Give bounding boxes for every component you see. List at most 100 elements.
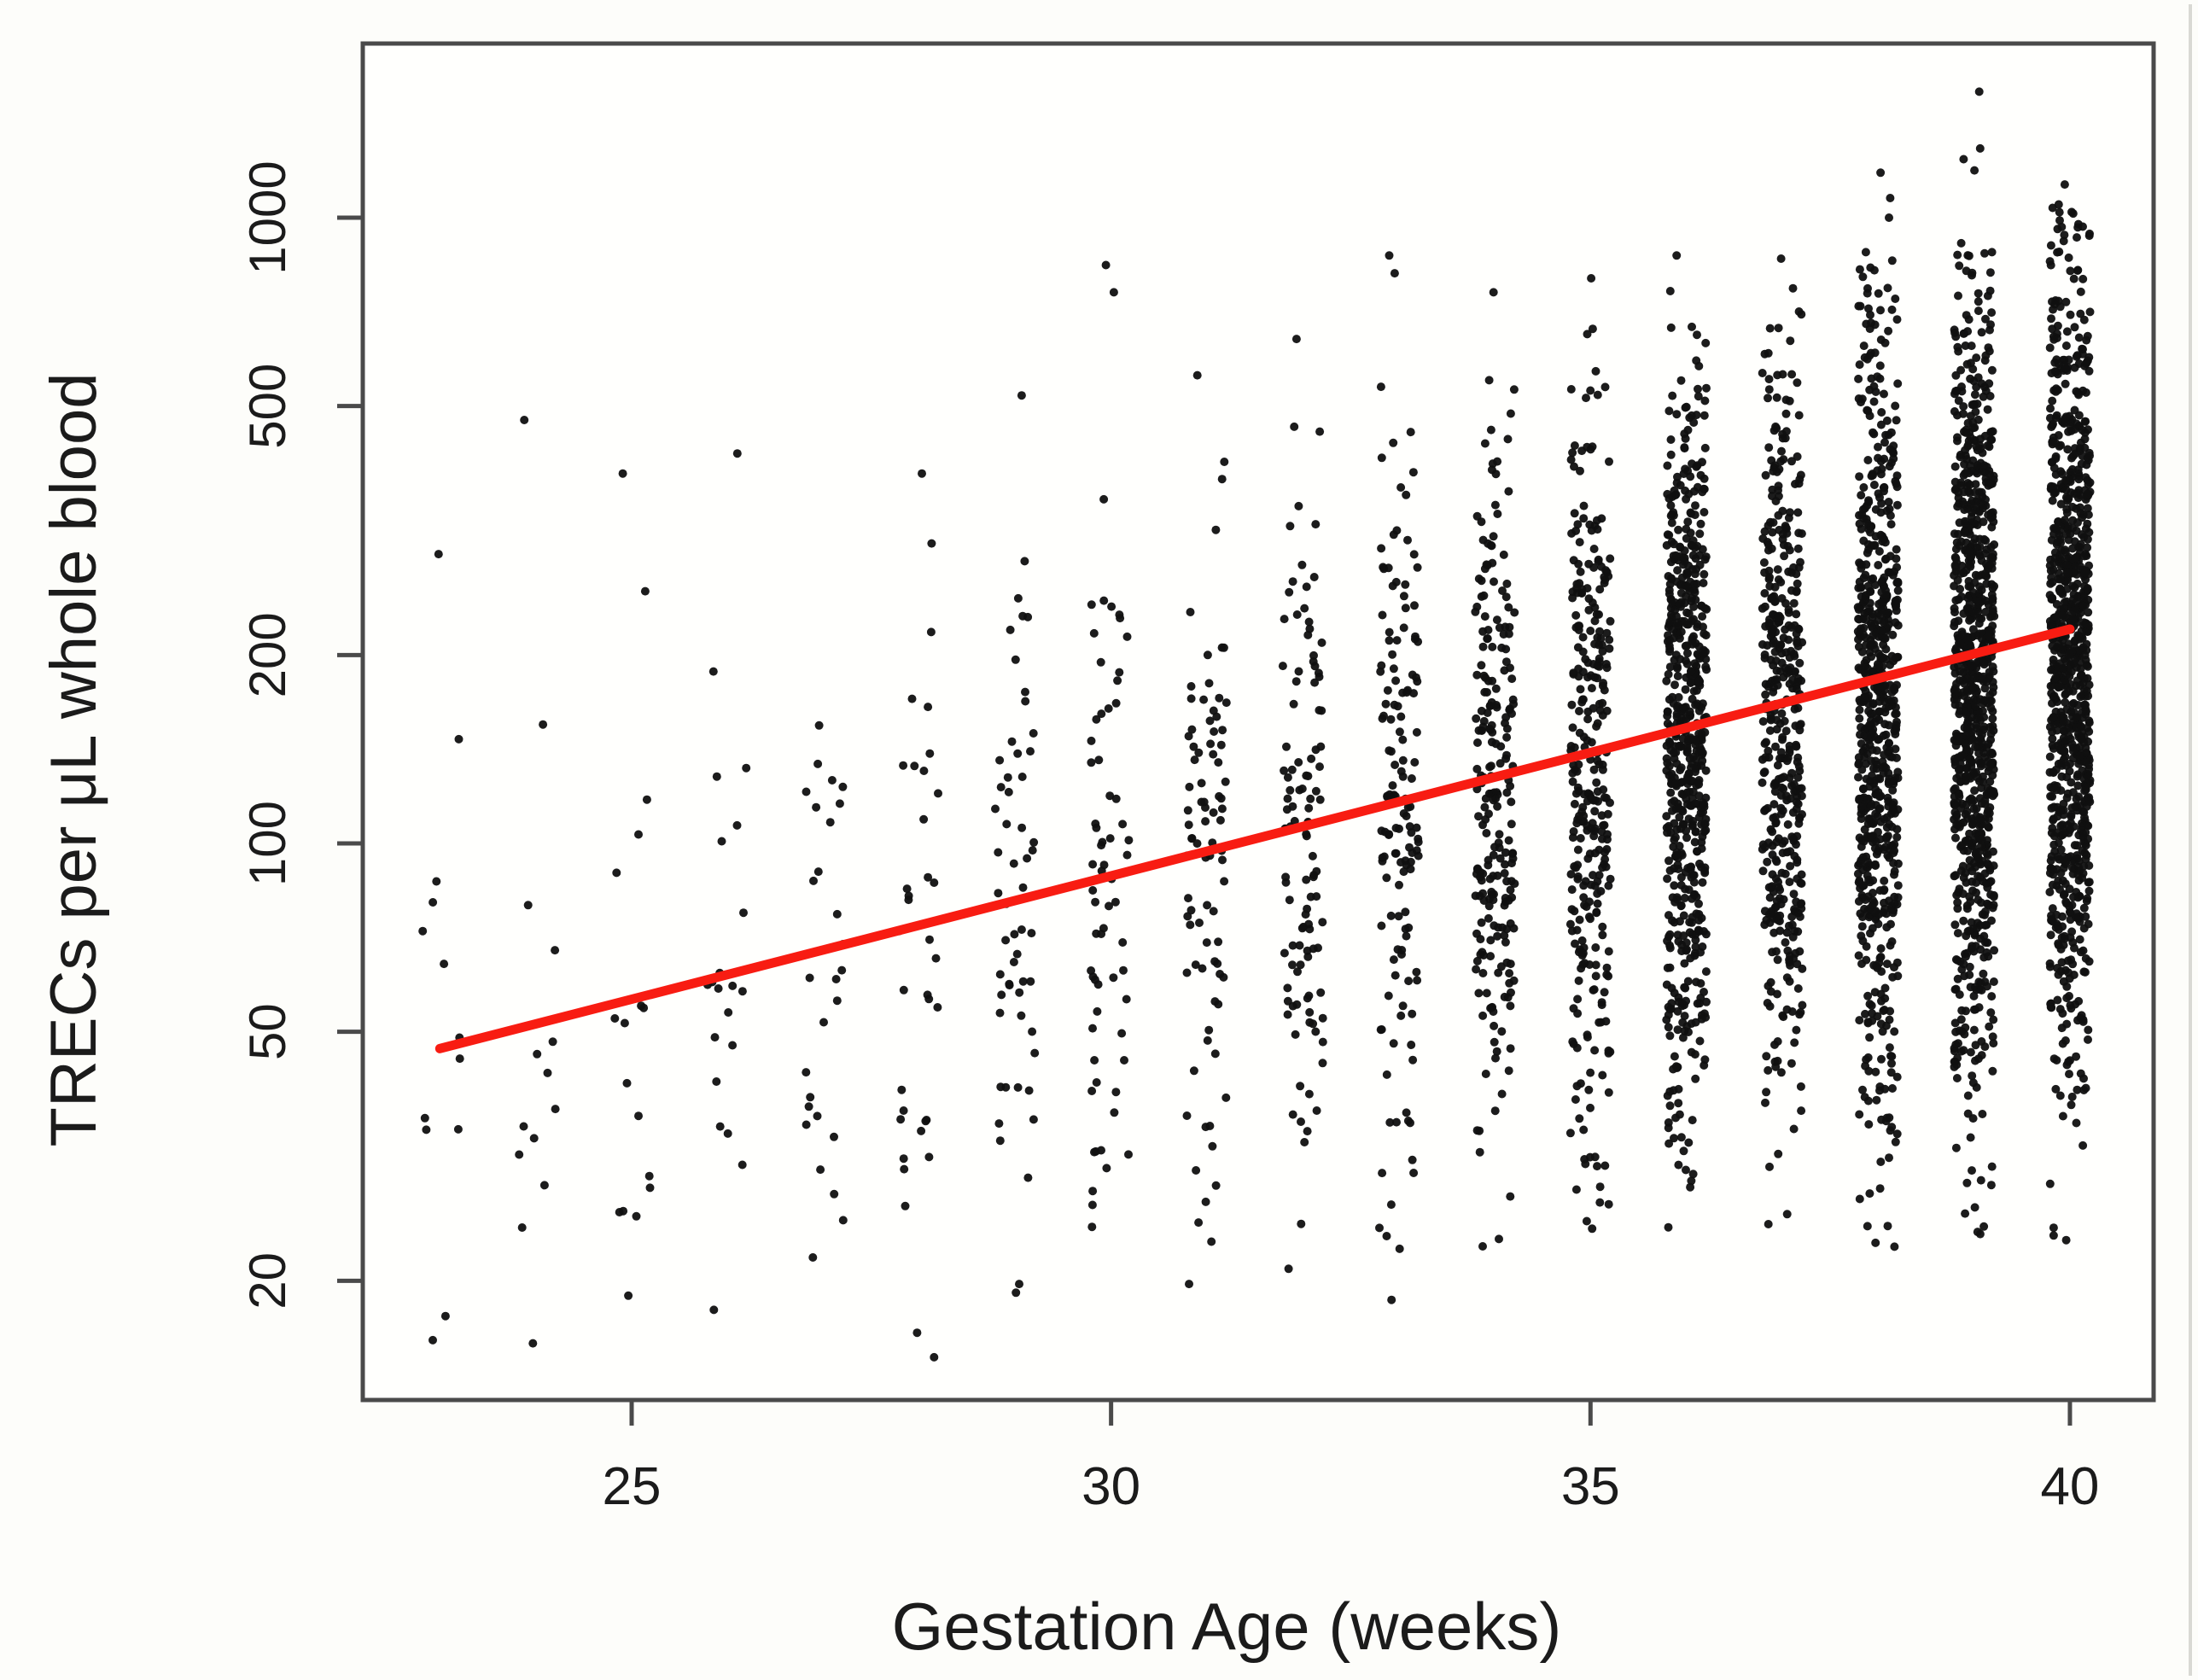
- data-point: [1583, 715, 1593, 724]
- data-point: [1192, 1166, 1201, 1175]
- data-point: [1874, 289, 1883, 298]
- data-point: [1700, 820, 1710, 829]
- data-point: [1891, 1137, 1900, 1146]
- data-point: [1305, 1018, 1315, 1027]
- data-point: [1859, 514, 1869, 523]
- data-point: [1506, 409, 1515, 418]
- data-point: [1478, 642, 1488, 651]
- data-point: [2073, 851, 2082, 860]
- data-point: [2061, 1235, 2071, 1245]
- data-point: [1855, 1016, 1864, 1025]
- data-point: [1682, 748, 1692, 757]
- data-point: [1797, 310, 1806, 319]
- data-point: [2048, 714, 2057, 723]
- data-point: [1578, 633, 1588, 642]
- data-point: [1960, 329, 1969, 338]
- data-point: [2082, 896, 2091, 906]
- data-point: [802, 1120, 811, 1129]
- data-point: [1953, 904, 1962, 913]
- data-point: [2084, 957, 2094, 966]
- data-point: [1796, 557, 1804, 567]
- data-point: [1488, 676, 1497, 685]
- data-point: [1688, 871, 1698, 880]
- data-point: [1863, 795, 1872, 804]
- data-point: [1211, 1181, 1221, 1190]
- data-point: [1989, 1039, 1998, 1048]
- data-point: [2048, 578, 2057, 587]
- data-point: [1302, 831, 1311, 841]
- data-point: [1783, 820, 1793, 829]
- data-point: [1291, 677, 1301, 686]
- data-point: [2059, 717, 2068, 726]
- data-point: [1770, 787, 1780, 796]
- data-point: [1673, 472, 1682, 481]
- data-point: [1682, 608, 1692, 617]
- data-point: [1572, 580, 1582, 589]
- data-point: [1765, 726, 1775, 735]
- data-point: [1795, 475, 1804, 484]
- data-point: [2046, 404, 2055, 413]
- data-point: [1787, 1059, 1796, 1068]
- data-point: [1488, 727, 1497, 737]
- data-point: [1782, 1210, 1792, 1219]
- data-point: [1604, 881, 1613, 890]
- data-point: [1892, 563, 1902, 572]
- data-point: [1665, 406, 1674, 416]
- data-point: [1986, 320, 1995, 330]
- data-point: [1665, 662, 1675, 672]
- data-point: [1589, 985, 1598, 995]
- data-point: [2049, 1231, 2058, 1240]
- data-point: [1212, 712, 1221, 721]
- data-point: [1769, 800, 1779, 809]
- data-point: [2067, 927, 2077, 936]
- data-point: [1790, 704, 1799, 714]
- data-point: [1974, 895, 1983, 905]
- data-point: [2084, 691, 2093, 701]
- data-point: [1493, 510, 1502, 518]
- data-point: [1970, 786, 1979, 796]
- data-point: [1378, 1169, 1387, 1178]
- data-point: [2068, 544, 2077, 553]
- data-point: [1588, 324, 1597, 334]
- data-point: [1860, 658, 1869, 668]
- data-point: [1604, 1048, 1613, 1058]
- data-point: [1788, 283, 1798, 293]
- data-point: [1391, 676, 1401, 685]
- data-point: [1876, 470, 1886, 479]
- regression-layer: [434, 624, 2075, 1053]
- data-point: [1578, 668, 1588, 677]
- data-point: [1975, 1229, 1985, 1239]
- data-point: [1985, 268, 1995, 277]
- data-point: [1974, 306, 1983, 316]
- data-point: [1675, 813, 1684, 822]
- data-point: [1892, 554, 1901, 563]
- data-point: [1893, 577, 1903, 586]
- data-point: [1662, 812, 1671, 821]
- data-point: [1209, 750, 1218, 759]
- data-point: [1385, 627, 1394, 637]
- data-point: [1396, 1011, 1406, 1020]
- data-point: [1855, 705, 1864, 715]
- data-point: [1893, 773, 1903, 783]
- data-point: [1693, 650, 1702, 659]
- data-point: [1989, 892, 1998, 901]
- data-point: [1962, 744, 1971, 754]
- data-point: [1663, 530, 1672, 540]
- data-point: [1981, 495, 1990, 505]
- data-point: [708, 667, 718, 676]
- data-point: [1773, 761, 1782, 770]
- data-point: [2056, 440, 2066, 450]
- data-point: [1573, 872, 1583, 881]
- data-point: [1759, 768, 1769, 778]
- data-point: [1017, 1011, 1026, 1020]
- data-point: [1566, 385, 1576, 394]
- data-point: [1398, 735, 1408, 744]
- data-point: [1285, 895, 1294, 905]
- data-point: [2066, 915, 2075, 925]
- data-point-outlier: [618, 469, 627, 478]
- data-point: [1867, 374, 1876, 383]
- data-point: [1974, 1054, 1983, 1064]
- data-point: [1670, 881, 1679, 890]
- data-point: [1870, 540, 1880, 550]
- data-point: [1688, 564, 1697, 574]
